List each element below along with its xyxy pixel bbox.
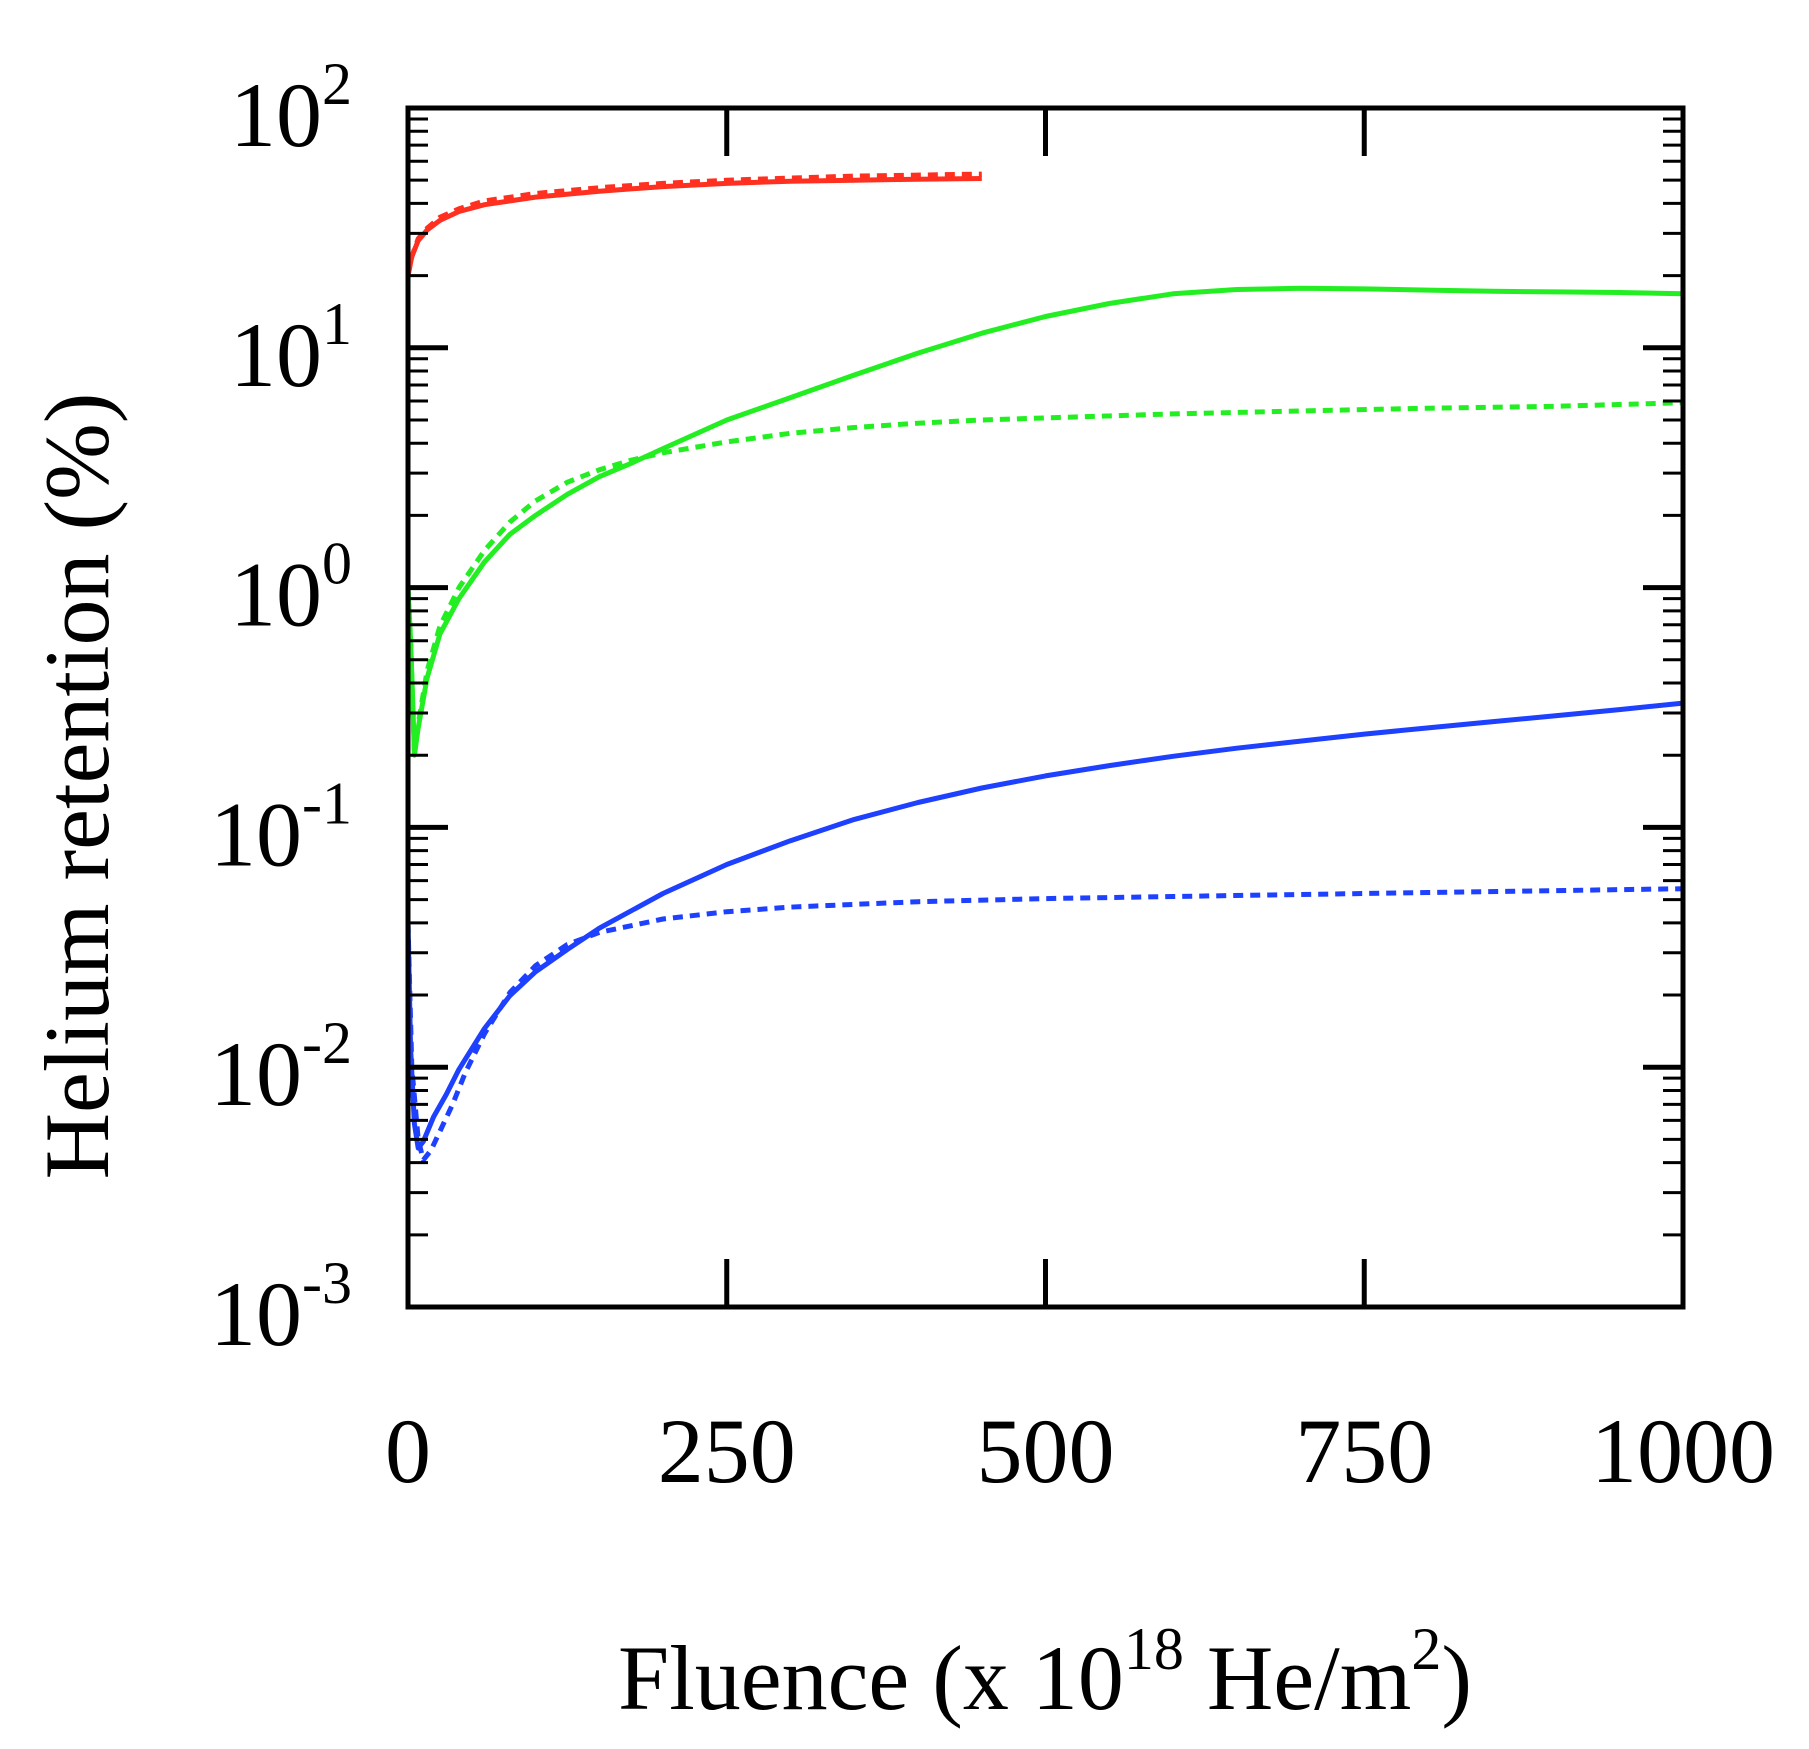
series-blue-solid	[405, 700, 1684, 1151]
series-green-dotted	[405, 400, 1684, 758]
y-tick-label: 10-1	[210, 770, 352, 885]
y-tick-labels: 10-3 10-2 10-1 100 101 102	[210, 51, 352, 1365]
y-axis-title: Helium retention (%)	[26, 393, 128, 1180]
x-axis-title-end: )	[1441, 1627, 1472, 1729]
x-tick-labels: 0 250 500 750 1000	[385, 1400, 1775, 1502]
x-tick-label: 1000	[1591, 1400, 1775, 1502]
series-blue-dotted	[405, 886, 1684, 1163]
data-curves	[405, 171, 1684, 1163]
plot-frame	[405, 105, 1686, 1310]
series-red-dotted	[405, 171, 982, 277]
y-tick-label: 10-2	[210, 1010, 352, 1125]
x-tick-label: 750	[1295, 1400, 1433, 1502]
series-red-solid	[405, 176, 982, 277]
y-tick-label: 101	[230, 291, 352, 406]
x-axis-title-mid: He/m	[1184, 1627, 1411, 1729]
x-tick-label: 0	[385, 1400, 431, 1502]
y-tick-label: 10-3	[210, 1250, 352, 1365]
x-axis-title: Fluence (x 1018 He/m2)	[618, 1616, 1472, 1729]
series-green-solid	[405, 285, 1684, 758]
y-tick-label: 102	[230, 51, 352, 166]
minor-ticks	[408, 117, 1683, 1237]
x-tick-label: 500	[977, 1400, 1115, 1502]
x-axis-title-exp2: 2	[1411, 1616, 1441, 1682]
y-tick-label: 100	[230, 531, 352, 646]
x-axis-title-exp1: 18	[1124, 1616, 1184, 1682]
major-ticks	[405, 105, 1686, 1310]
x-axis-title-main: Fluence (x 10	[618, 1627, 1124, 1729]
x-tick-label: 250	[658, 1400, 796, 1502]
